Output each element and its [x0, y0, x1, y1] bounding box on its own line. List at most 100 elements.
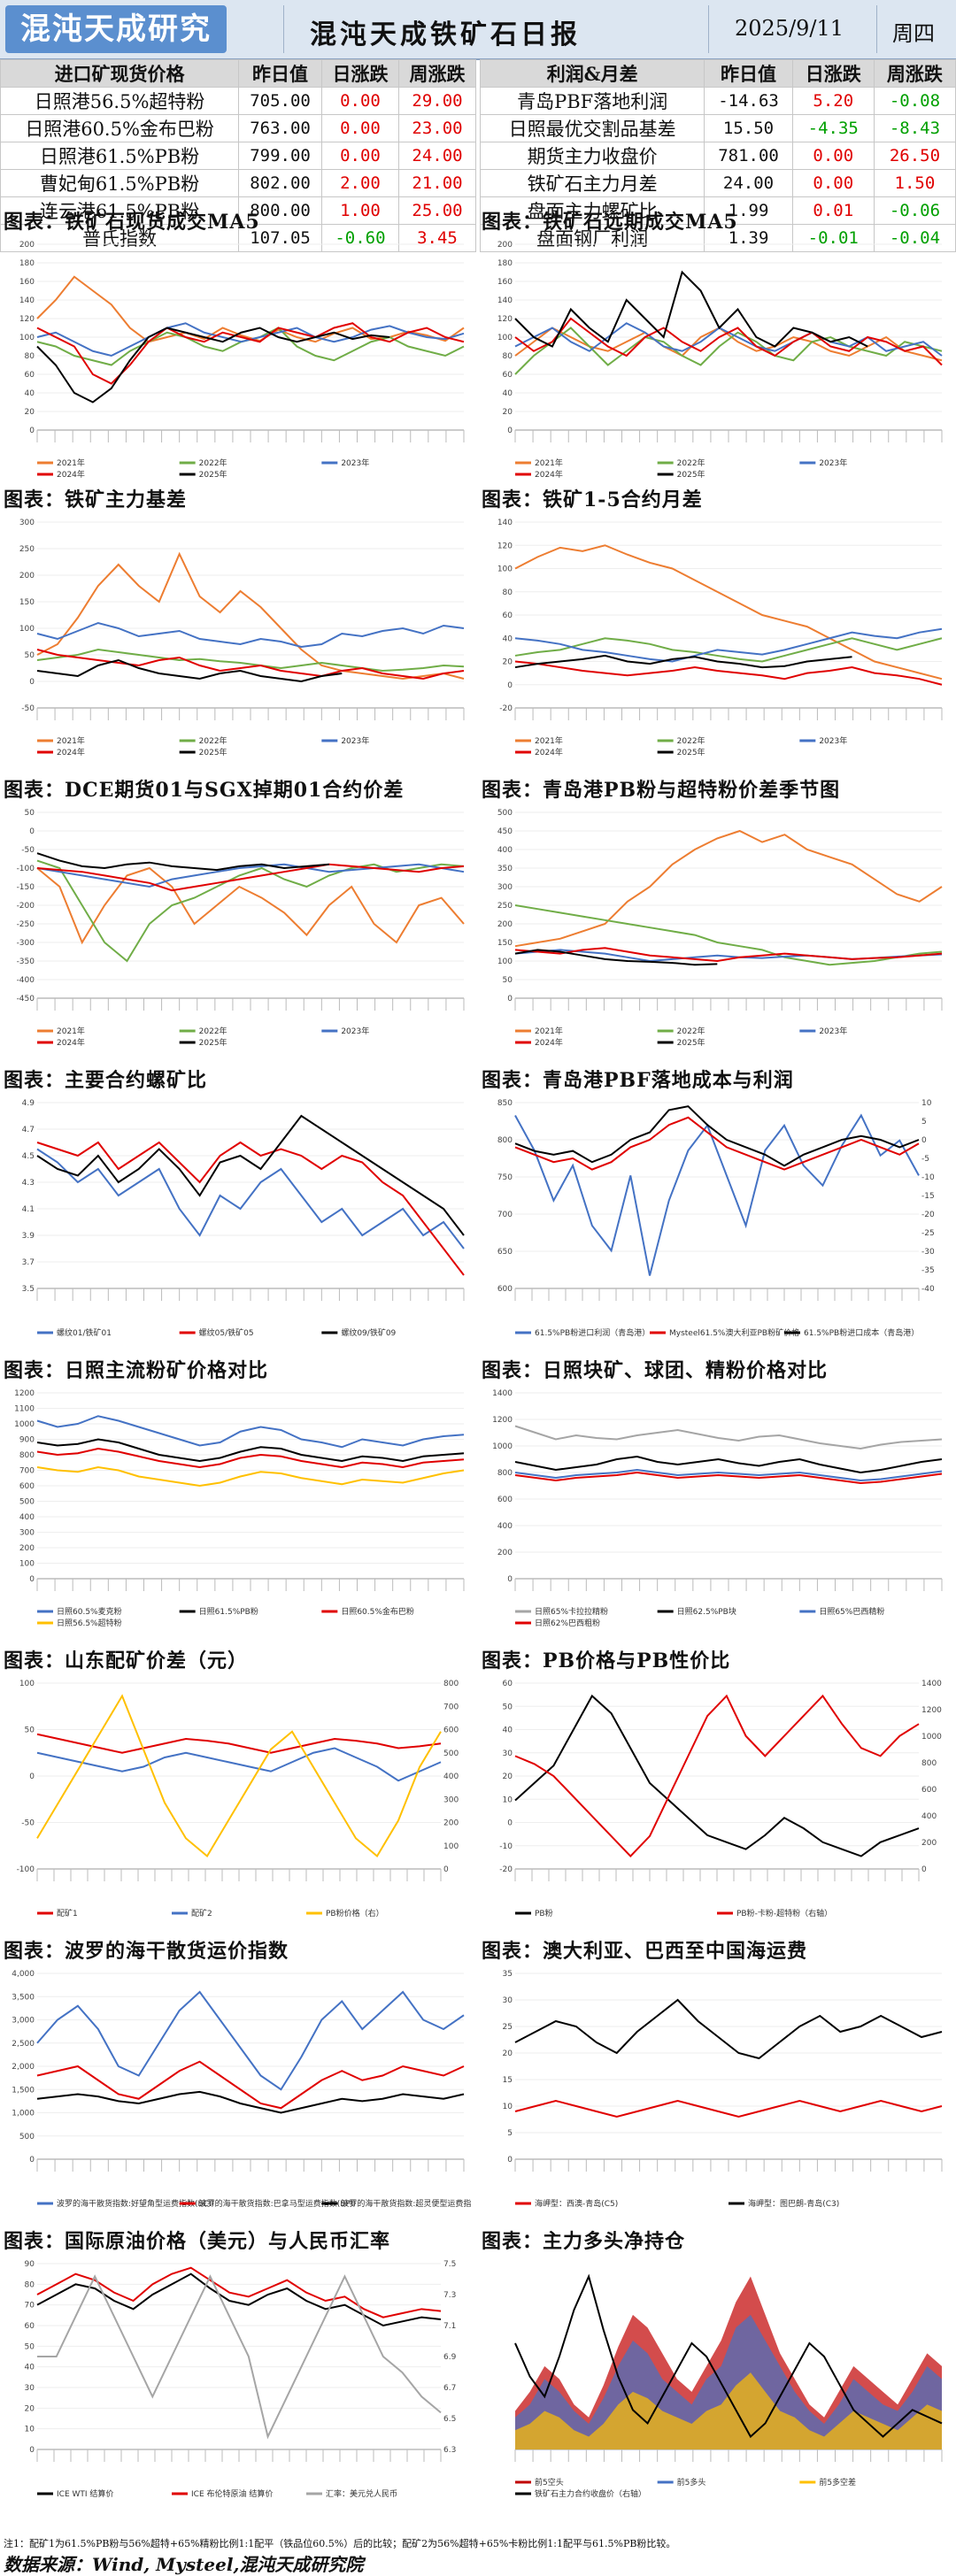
y2-tick-label: 1000 — [921, 1733, 942, 1742]
y-tick-label: 50 — [25, 651, 35, 660]
y-tick-label: 0 — [507, 427, 513, 435]
chart-c8: 600 650 700 750 800 850 -40 -35 -30 -25 -20 -15 -10 -… — [497, 1099, 935, 1338]
y-tick-label: 140 — [497, 519, 513, 527]
y-tick-label: 60 — [503, 611, 513, 620]
legend-label: 61.5%PB粉进口成本（青岛港） — [804, 1327, 919, 1338]
table-row: 日照港61.5%PB粉 799.00 0.00 24.00 — [0, 142, 477, 170]
table-row: 期货主力收盘价 781.00 0.00 26.50 — [479, 142, 956, 170]
legend-label: 日照61.5%PB粉 — [199, 1606, 258, 1617]
cell-value: 0.00 — [320, 114, 399, 142]
legend-label: ICE 布伦特原油 结算价 — [191, 2488, 273, 2499]
cell-value: -4.35 — [791, 114, 875, 142]
legend-label: 2023年 — [341, 735, 369, 746]
y-tick-label: 4,000 — [12, 1970, 35, 1979]
chart-c5: -450 -400 -350 -300 -250 -200 -150 -100 -50 0 50 20… — [17, 809, 465, 1048]
chart-c9: 0 100 200 300 400 500 600 700 800 900 1000 1100 1200… — [14, 1389, 465, 1628]
y-tick-label: 100 — [19, 625, 35, 634]
cell-value: 1.50 — [873, 169, 956, 197]
y-tick-label: 1400 — [492, 1389, 513, 1398]
y-tick-label: 50 — [25, 2342, 35, 2351]
cell-value: 0.00 — [320, 142, 399, 170]
series-area — [515, 2372, 942, 2449]
chart-title: 图表：波罗的海干散货运价指数 — [4, 1940, 289, 1963]
cell-value: 0.00 — [791, 169, 875, 197]
cell-value: 802.00 — [238, 169, 322, 197]
y-tick-label: 40 — [503, 389, 513, 398]
legend-label: 日照62%巴西粗粉 — [535, 1618, 600, 1628]
y-tick-label: 4.7 — [22, 1126, 35, 1134]
series-line — [36, 1415, 465, 1449]
y-tick-label: 180 — [19, 259, 35, 268]
y-tick-label: 40 — [25, 389, 35, 398]
chart-title: 图表：山东配矿价差（元） — [4, 1649, 249, 1672]
series-line — [514, 1425, 943, 1450]
series-line — [514, 904, 943, 966]
y-tick-label: -450 — [17, 995, 35, 1003]
cell-value: -0.08 — [873, 87, 956, 115]
legend-label: 2022年 — [677, 1026, 705, 1036]
y-tick-label: 3,500 — [12, 1993, 35, 2002]
legend-label: 2022年 — [199, 1026, 227, 1036]
cell-value: 25.00 — [397, 196, 477, 225]
y-tick-label: 0 — [507, 1819, 513, 1828]
legend-label: 2022年 — [677, 458, 705, 468]
data-source: 数据来源：Wind, Mysteel,混沌天成研究院 — [4, 2554, 364, 2575]
series-line — [36, 1148, 465, 1250]
series-line — [36, 2266, 442, 2318]
y-tick-label: 400 — [497, 846, 513, 855]
y-tick-label: 4.1 — [22, 1205, 35, 1214]
y-tick-label: 3.9 — [22, 1232, 35, 1241]
y2-tick-label: 6.9 — [443, 2353, 457, 2362]
column-header: 昨日值 — [704, 59, 793, 88]
y2-tick-label: -25 — [921, 1229, 935, 1238]
cell-value: 29.00 — [397, 87, 477, 115]
y-tick-label: 25 — [503, 2023, 513, 2032]
table-row: 铁矿石主力月差 24.00 0.00 1.50 — [479, 169, 956, 197]
legend-label: 配矿1 — [57, 1908, 78, 1919]
report-header: 混沌天成研究院 混沌天成铁矿石日报 2025/9/11 周四 — [0, 0, 956, 95]
series-line — [514, 1455, 943, 1474]
series-line — [37, 2274, 442, 2440]
y-tick-label: 60 — [503, 371, 513, 380]
y-tick-label: 500 — [19, 2133, 35, 2142]
cell-value: 15.50 — [704, 114, 793, 142]
chart-title: 图表：日照块矿、球团、精粉价格对比 — [482, 1359, 829, 1382]
chart-title: 图表：铁矿1-5合约月差 — [482, 488, 703, 511]
y-tick-label: 0 — [29, 827, 35, 836]
cell-value: 107.05 — [238, 224, 322, 252]
cell-value: 21.00 — [397, 169, 477, 197]
row-label: 普氏指数 — [0, 224, 240, 252]
series-line — [36, 658, 343, 683]
footer: 注1：配矿1为61.5%PB粉与56%超特+65%精粉比例1:1配平（铁品位60… — [4, 2538, 952, 2576]
y-tick-label: 450 — [497, 827, 513, 836]
y-tick-label: 160 — [19, 278, 35, 287]
column-header: 进口矿现货价格 — [0, 59, 240, 88]
series-line — [36, 866, 465, 945]
legend-label: 波罗的海干散货指数:好望角型运费指数(BCI) — [57, 2198, 214, 2209]
y-tick-label: 3,000 — [12, 2017, 35, 2026]
legend-label: 2023年 — [341, 1026, 369, 1036]
y-tick-label: 30 — [503, 1996, 513, 2005]
chart-c10: 0 200 400 600 800 1000 1200 1400 日照65%卡拉拉精粉 日照62.… — [492, 1389, 943, 1628]
legend-label: 2021年 — [57, 1026, 85, 1036]
row-label: 期货主力收盘价 — [479, 142, 705, 170]
y-tick-label: 1,500 — [12, 2086, 35, 2095]
table-row: 日照最优交割品基差 15.50 -4.35 -8.43 — [479, 114, 956, 142]
legend-label: 2021年 — [535, 458, 563, 468]
y2-tick-label: -5 — [921, 1155, 929, 1164]
cell-value: 0.00 — [791, 142, 875, 170]
y-tick-label: 400 — [19, 1513, 35, 1522]
y-tick-label: 0 — [507, 995, 513, 1003]
series-line — [514, 544, 943, 681]
y-tick-label: 0 — [29, 678, 35, 687]
legend-label: 波罗的海干散货指数:超灵便型运费指数(BSI) — [341, 2198, 471, 2209]
series-line — [514, 660, 943, 686]
report-weekday: 周四 — [892, 21, 935, 46]
y-tick-label: 20 — [503, 658, 513, 667]
y-tick-label: 50 — [25, 809, 35, 818]
legend-label: PB粉价格（右） — [326, 1908, 384, 1919]
chart-c13: 0 500 1,000 1,500 2,000 2,500 3,000 3,500 4,000 波… — [12, 1970, 471, 2209]
report-title: 混沌天成铁矿石日报 — [310, 19, 581, 50]
y-tick-label: 4.9 — [22, 1099, 35, 1108]
